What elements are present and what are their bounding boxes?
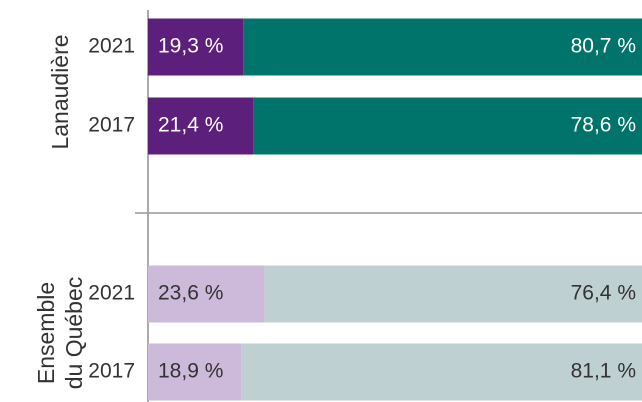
bar-segment	[148, 265, 265, 323]
bar-segment	[243, 18, 642, 76]
value-label: 18,9 %	[158, 360, 223, 383]
y-tick-label: 2017	[88, 360, 135, 383]
value-label: 80,7 %	[571, 35, 636, 58]
bar-segment	[241, 343, 642, 401]
group-label: Lanaudière	[47, 34, 73, 149]
value-label: 78,6 %	[571, 114, 636, 137]
group-label: du Québec	[61, 277, 87, 390]
y-tick-label: 2021	[88, 282, 135, 305]
bar-segment	[148, 343, 242, 401]
bar-segment	[253, 97, 642, 155]
y-tick-label: 2017	[88, 114, 135, 137]
value-label: 81,1 %	[571, 360, 636, 383]
bar-segment	[148, 97, 254, 155]
bar-segment	[264, 265, 642, 323]
value-label: 76,4 %	[571, 282, 636, 305]
y-tick-label: 2021	[88, 35, 135, 58]
group-label: Ensemble	[33, 282, 59, 384]
value-label: 23,6 %	[158, 282, 223, 305]
value-label: 19,3 %	[158, 35, 223, 58]
bar-segment	[148, 18, 244, 76]
value-label: 21,4 %	[158, 114, 223, 137]
